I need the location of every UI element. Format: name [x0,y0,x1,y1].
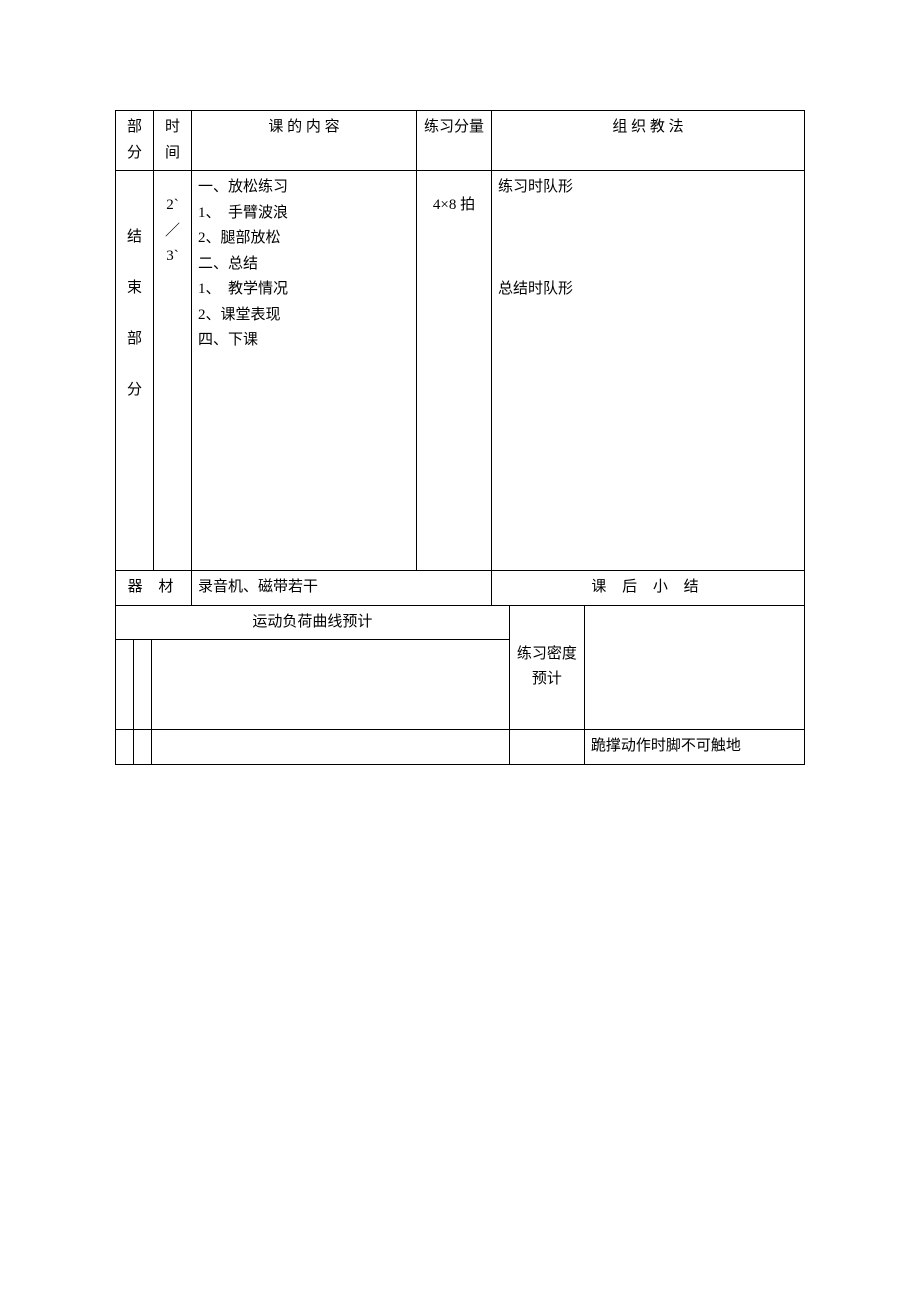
body-row: 结 束 部 分 2` ／ 3` 一、放松练习 1、 手臂波浪 2、腿部放松 二、… [116,171,805,571]
header-row: 部分 时间 课 的 内 容 练习分量 组 织 教 法 [116,111,805,171]
header-content: 课 的 内 容 [192,111,417,171]
note-empty-1 [152,730,510,765]
equipment-label: 器 材 [116,571,192,606]
note-narrow-2 [134,730,152,765]
header-time: 时间 [154,111,192,171]
header-method: 组 织 教 法 [492,111,805,171]
time-cell: 2` ／ 3` [154,171,192,571]
header-amount: 练习分量 [417,111,492,171]
section-cell: 结 束 部 分 [116,171,154,571]
header-part: 部分 [116,111,154,171]
note-row: 跪撑动作时脚不可触地 [116,730,805,765]
curve-narrow-2 [134,640,152,730]
curve-label: 运动负荷曲线预计 [116,606,510,640]
note-text: 跪撑动作时脚不可触地 [584,730,804,765]
amount-cell: 4×8 拍 [417,171,492,571]
amount-value: 4×8 拍 [423,193,485,219]
method-lines: 练习时队形 总结时队形 [498,175,798,303]
density-label: 练习密度预计 [509,606,584,730]
summary-label: 课 后 小 结 [492,571,805,606]
lesson-plan-table: 部分 时间 课 的 内 容 练习分量 组 织 教 法 结 束 部 分 2` ／ … [115,110,805,606]
lower-table: 运动负荷曲线预计 练习密度预计 跪撑动作时脚不可触地 [115,606,805,765]
method-cell: 练习时队形 总结时队形 [492,171,805,571]
note-empty-2 [509,730,584,765]
curve-narrow-1 [116,640,134,730]
equipment-value: 录音机、磁带若干 [192,571,492,606]
curve-header-row: 运动负荷曲线预计 练习密度预计 [116,606,805,640]
content-lines: 一、放松练习 1、 手臂波浪 2、腿部放松 二、总结 1、 教学情况 2、课堂表… [198,175,410,354]
content-cell: 一、放松练习 1、 手臂波浪 2、腿部放松 二、总结 1、 教学情况 2、课堂表… [192,171,417,571]
section-label: 结 束 部 分 [122,225,147,404]
note-narrow-1 [116,730,134,765]
density-empty [584,606,804,730]
curve-body [152,640,510,730]
equipment-row: 器 材 录音机、磁带若干 课 后 小 结 [116,571,805,606]
time-value: 2` ／ 3` [160,193,185,270]
